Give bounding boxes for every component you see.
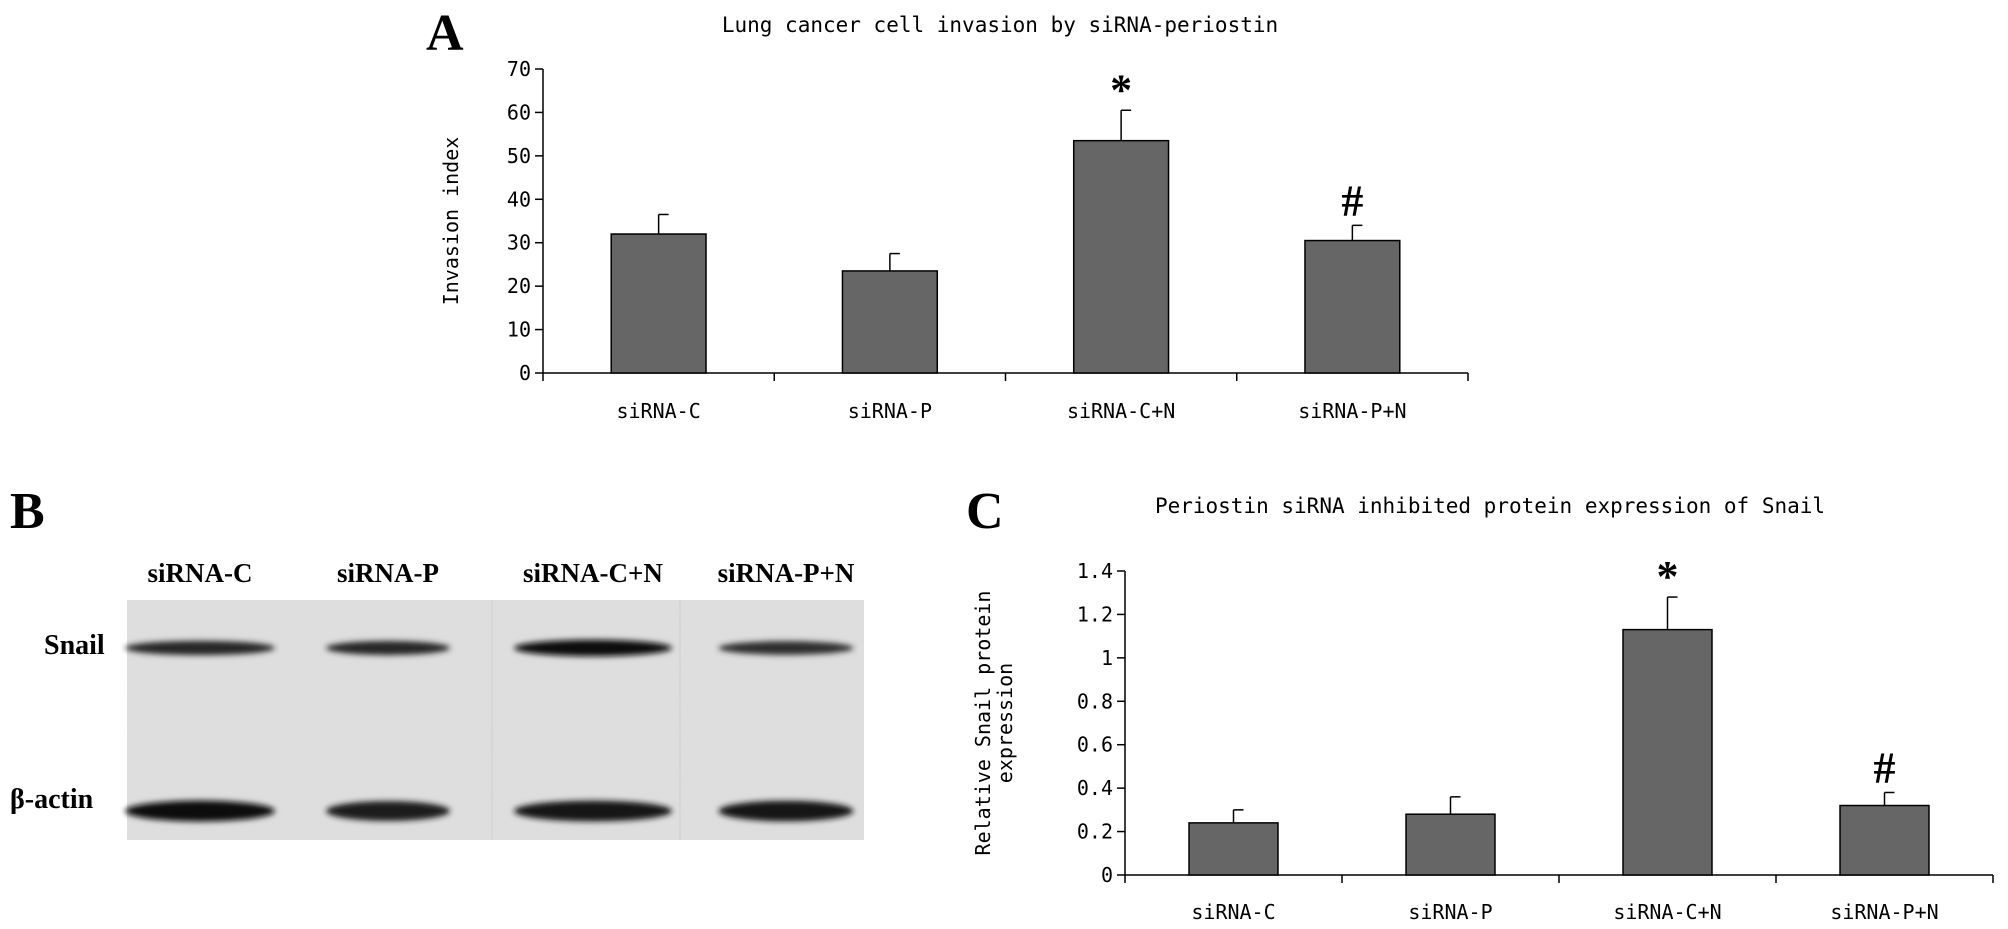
y-tick-label: 40 xyxy=(507,187,531,211)
blot-band xyxy=(125,640,275,656)
y-tick-label: 0.8 xyxy=(1077,689,1113,713)
y-tick-label: 0.6 xyxy=(1077,733,1113,757)
blot-lane-label: siRNA-C xyxy=(148,558,253,588)
bar xyxy=(1072,139,1170,374)
chart-a-invasion: Lung cancer cell invasion by siRNA-perio… xyxy=(439,13,1469,423)
bar xyxy=(1839,804,1930,876)
panel-b-letter: B xyxy=(10,483,45,540)
y-tick-label: 20 xyxy=(507,274,531,298)
significance-asterisk: * xyxy=(1657,552,1679,601)
blot-lane-label: siRNA-P+N xyxy=(718,558,855,588)
bar xyxy=(841,270,939,374)
y-tick-label: 50 xyxy=(507,144,531,168)
blot-band xyxy=(125,800,275,822)
bar xyxy=(1188,822,1279,876)
y-axis-label-line: Relative Snail protein xyxy=(971,591,995,856)
y-tick-label: 0.2 xyxy=(1077,820,1113,844)
blot-band xyxy=(514,639,672,657)
chart-title: Periostin siRNA inhibited protein expres… xyxy=(1155,494,1825,518)
y-axis-label: Relative Snail proteinexpression xyxy=(971,591,1017,856)
x-tick-label: siRNA-P xyxy=(848,399,932,423)
bar xyxy=(1405,813,1496,876)
significance-hash: # xyxy=(1341,176,1363,225)
chart-title: Lung cancer cell invasion by siRNA-perio… xyxy=(722,13,1278,37)
panel-a-letter: A xyxy=(426,5,464,62)
bar xyxy=(1622,628,1713,876)
y-tick-label: 1 xyxy=(1101,646,1113,670)
blot-band xyxy=(326,801,450,821)
x-tick-label: siRNA-C+N xyxy=(1067,399,1175,423)
western-blot: siRNA-C siRNA-P siRNA-C+N siRNA-P+N Snail β… xyxy=(10,558,864,840)
y-axis-label-line: expression xyxy=(993,663,1017,783)
x-tick-label: siRNA-P+N xyxy=(1298,399,1406,423)
blot-row-label-actin: β-actin xyxy=(10,784,94,815)
y-tick-label: 0 xyxy=(1101,863,1113,887)
bar xyxy=(1304,239,1401,374)
blot-band xyxy=(718,800,854,822)
chart-c-snail-expression: Periostin siRNA inhibited protein expres… xyxy=(971,494,1994,924)
blot-row-label-snail: Snail xyxy=(44,630,105,661)
y-tick-label: 30 xyxy=(507,231,531,255)
y-tick-label: 0.4 xyxy=(1077,776,1113,800)
x-tick-label: siRNA-C+N xyxy=(1613,900,1721,924)
significance-asterisk: * xyxy=(1110,65,1132,114)
y-axis-label: Invasion index xyxy=(439,137,463,306)
y-tick-label: 1.4 xyxy=(1077,559,1113,583)
blot-band xyxy=(718,641,854,655)
x-tick-label: siRNA-P+N xyxy=(1830,900,1938,924)
y-tick-label: 0 xyxy=(519,361,531,385)
x-tick-label: siRNA-C xyxy=(1191,900,1275,924)
significance-hash: # xyxy=(1874,743,1896,792)
blot-band xyxy=(326,640,450,656)
y-tick-label: 60 xyxy=(507,100,531,124)
y-tick-label: 10 xyxy=(507,318,531,342)
blot-band xyxy=(514,800,672,822)
blot-lane-label: siRNA-P xyxy=(337,558,439,588)
panel-c-letter: C xyxy=(966,483,1004,540)
x-tick-label: siRNA-C xyxy=(616,399,700,423)
bar xyxy=(610,233,707,374)
blot-texture xyxy=(127,600,864,840)
y-tick-label: 70 xyxy=(507,57,531,81)
x-tick-label: siRNA-P xyxy=(1408,900,1492,924)
blot-lane-label: siRNA-C+N xyxy=(523,558,663,588)
y-tick-label: 1.2 xyxy=(1077,602,1113,626)
